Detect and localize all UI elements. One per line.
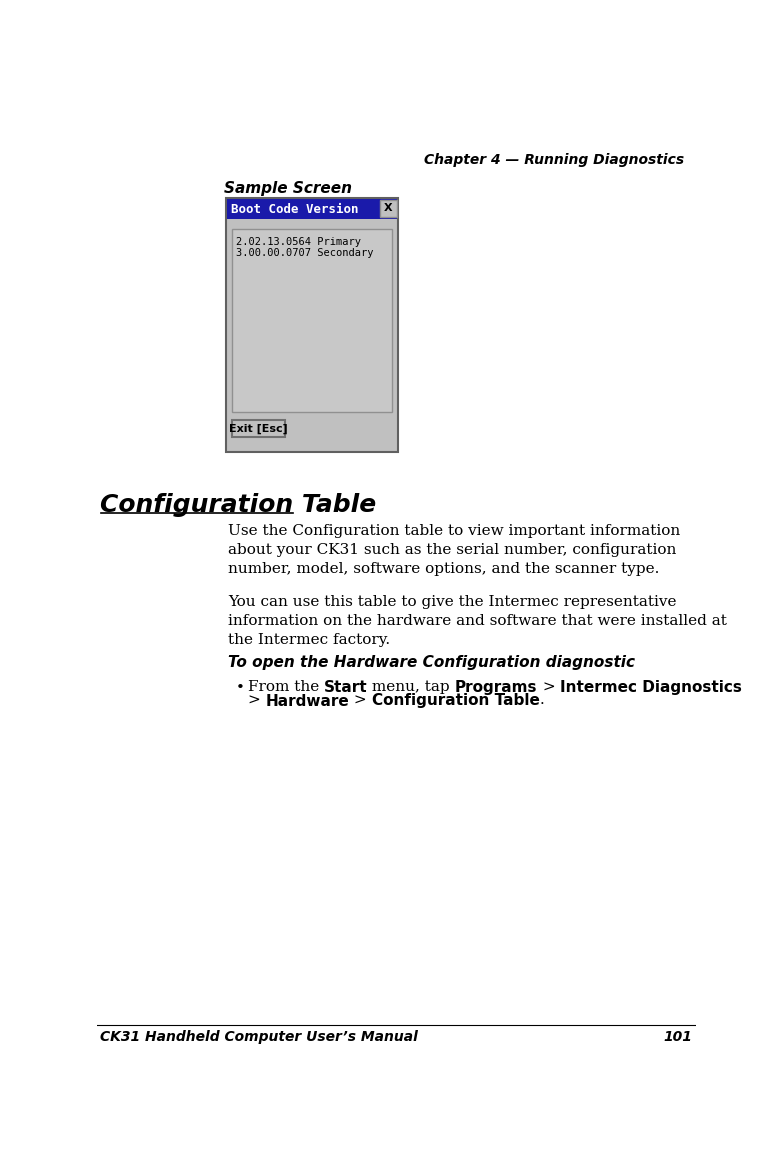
Bar (232, 420, 285, 437)
Text: Start: Start (324, 680, 367, 695)
Text: Intermec Diagnostics: Intermec Diagnostics (560, 680, 742, 695)
Text: 101: 101 (663, 1030, 692, 1044)
Text: 2.02.13.0564 Primary: 2.02.13.0564 Primary (236, 237, 361, 247)
Text: To open the Hardware Configuration diagnostic: To open the Hardware Configuration diagn… (228, 655, 635, 670)
Text: You can use this table to give the Intermec representative
information on the ha: You can use this table to give the Inter… (228, 595, 727, 647)
Text: Use the Configuration table to view important information
about your CK31 such a: Use the Configuration table to view impo… (228, 524, 680, 575)
Text: •: • (236, 681, 245, 695)
Text: From the: From the (248, 680, 324, 694)
Text: menu, tap: menu, tap (367, 680, 455, 694)
Text: Hardware: Hardware (265, 694, 349, 709)
Text: Configuration Table: Configuration Table (100, 493, 376, 517)
Text: X: X (383, 204, 393, 213)
Text: 3.00.00.0707 Secondary: 3.00.00.0707 Secondary (236, 247, 373, 258)
Bar (232, 230, 392, 413)
Text: Boot Code Version: Boot Code Version (230, 203, 358, 216)
Bar (226, 198, 398, 452)
Text: .: . (540, 694, 544, 708)
Bar (380, 200, 397, 217)
Text: CK31 Handheld Computer User’s Manual: CK31 Handheld Computer User’s Manual (100, 1030, 418, 1044)
Bar (226, 199, 397, 219)
Text: Configuration Table: Configuration Table (372, 694, 540, 709)
Text: Programs: Programs (455, 680, 537, 695)
Text: >: > (248, 694, 265, 708)
Text: Chapter 4 — Running Diagnostics: Chapter 4 — Running Diagnostics (424, 154, 684, 166)
Text: Sample Screen: Sample Screen (223, 180, 352, 196)
Text: Exit [Esc]: Exit [Esc] (230, 423, 288, 434)
Text: >: > (349, 694, 372, 708)
Text: >: > (537, 680, 560, 694)
